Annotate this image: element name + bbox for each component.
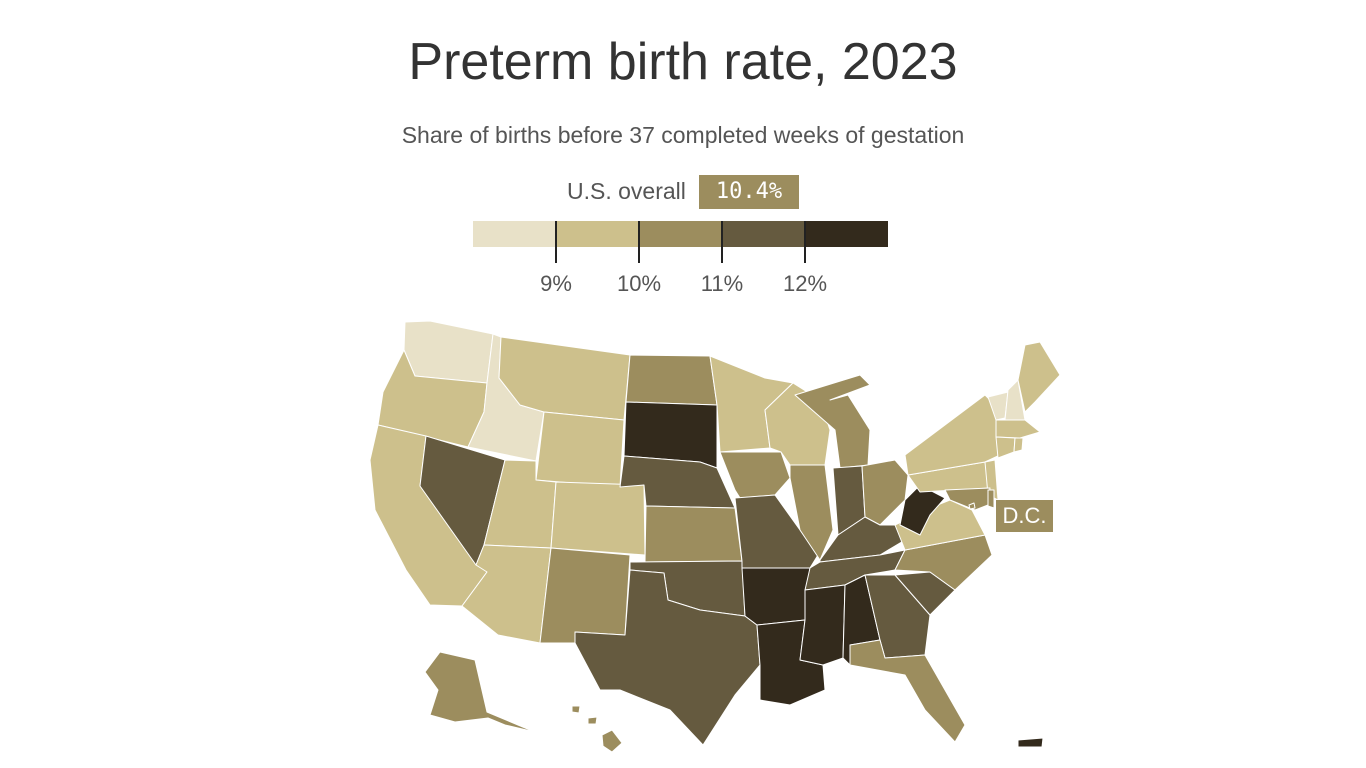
state-HI (601, 729, 623, 753)
legend-bin-4 (722, 221, 805, 247)
state-KS (644, 505, 743, 563)
state-DC (968, 502, 976, 510)
state-PR (1017, 737, 1044, 748)
state-CO (550, 481, 646, 556)
legend-tick-label: 11% (700, 271, 744, 296)
state-RI (1013, 437, 1024, 453)
state-MD (944, 487, 991, 511)
legend-tick-label: 12% (782, 271, 828, 296)
dc-label-badge: D.C. (996, 500, 1053, 532)
state-MA (995, 419, 1041, 439)
state-MS (799, 584, 846, 666)
legend-tick-label: 9% (540, 271, 572, 296)
legend-bin-3 (639, 221, 722, 247)
legend-bin-5 (805, 221, 888, 247)
state-HI (587, 716, 598, 725)
state-ME (1017, 341, 1061, 413)
chart-subtitle: Share of births before 37 completed week… (401, 122, 965, 148)
us-overall-label: U.S. overall (567, 178, 686, 204)
state-MI (794, 374, 871, 469)
state-HI (571, 705, 581, 714)
legend-tick-mark (721, 221, 723, 263)
state-AR (741, 567, 811, 626)
state-AK (424, 651, 536, 733)
state-WA (403, 320, 494, 384)
legend-tick-mark (638, 221, 640, 263)
state-ND (625, 354, 718, 406)
chart-title: Preterm birth rate, 2023 (408, 33, 958, 91)
legend-tick-label: 10% (616, 271, 662, 296)
state-NM (539, 547, 631, 644)
state-FL (849, 639, 966, 743)
state-DE (987, 489, 995, 509)
state-MO (734, 494, 819, 569)
state-TX (574, 569, 761, 746)
legend-bin-2 (556, 221, 639, 247)
legend-tick-mark (804, 221, 806, 263)
state-OH (861, 459, 909, 526)
state-CT (995, 436, 1016, 459)
legend-bin-1 (473, 221, 556, 247)
us-overall-value-badge: 10.4% (699, 175, 799, 209)
state-WY (535, 411, 625, 488)
state-IA (719, 451, 791, 499)
legend-tick-mark (555, 221, 557, 263)
